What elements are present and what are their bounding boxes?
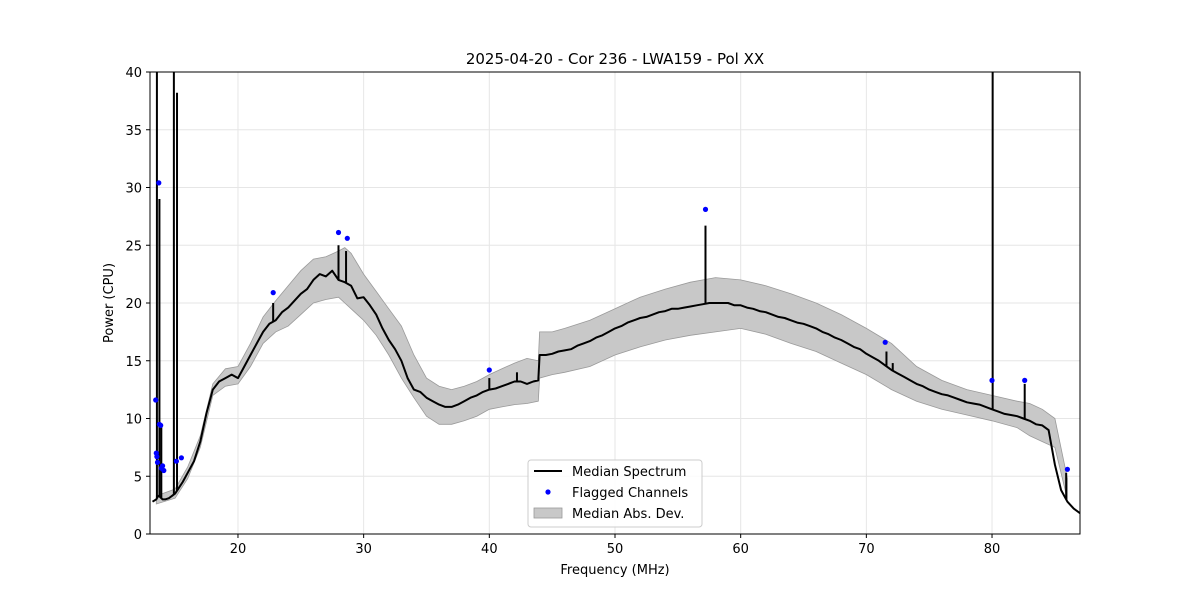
y-axis-label: Power (CPU) [102, 263, 117, 343]
flagged-channel-point [882, 339, 888, 345]
y-axis-ticks: 0 5 10 15 20 25 30 35 40 [125, 66, 150, 543]
median-spectrum-layer [151, 72, 1081, 515]
flagged-channel-point [486, 367, 492, 373]
flagged-channels-layer [153, 180, 1070, 474]
x-tick-label: 30 [355, 542, 372, 557]
legend-median-label: Median Spectrum [572, 465, 686, 480]
y-tick-label: 10 [125, 413, 142, 428]
chart-title: 2025-04-20 - Cor 236 - LWA159 - Pol XX [466, 50, 764, 68]
y-tick-label: 20 [125, 297, 142, 312]
x-tick-label: 20 [230, 542, 247, 557]
legend: Median Spectrum Flagged Channels Median … [527, 459, 703, 528]
x-tick-label: 40 [481, 542, 498, 557]
flagged-channel-point [989, 377, 995, 383]
legend-mad-label: Median Abs. Dev. [572, 507, 684, 522]
flagged-channel-point [173, 458, 179, 464]
legend-mad-swatch [533, 507, 563, 519]
x-tick-label: 70 [858, 542, 875, 557]
flagged-channel-point [270, 290, 276, 296]
y-tick-label: 15 [125, 355, 142, 370]
y-tick-label: 25 [125, 239, 142, 254]
flagged-channel-point [160, 463, 166, 469]
median-spectrum-line [151, 269, 1081, 515]
y-tick-label: 40 [125, 66, 142, 81]
y-tick-label: 0 [134, 528, 142, 543]
y-tick-label: 5 [134, 470, 142, 485]
legend-flagged-swatch [545, 489, 551, 495]
flagged-channel-point [335, 229, 342, 236]
x-axis-label: Frequency (MHz) [560, 563, 669, 578]
flagged-channel-point [158, 422, 164, 428]
flagged-channel-point [154, 454, 160, 460]
legend-box [527, 459, 703, 528]
y-tick-label: 30 [125, 182, 142, 197]
x-tick-label: 50 [607, 542, 624, 557]
flagged-channel-point [344, 235, 350, 241]
flagged-channel-point [154, 459, 161, 465]
flagged-channel-point [702, 206, 709, 212]
x-tick-label: 80 [984, 542, 1001, 557]
flagged-channel-point [156, 180, 162, 186]
mad-band [155, 247, 1068, 505]
flagged-channel-point [178, 455, 184, 461]
flagged-channel-point [161, 467, 167, 474]
y-tick-label: 35 [125, 124, 142, 139]
flagged-channel-point [1022, 377, 1028, 383]
legend-flagged-label: Flagged Channels [572, 486, 688, 501]
x-axis-ticks: 20 30 40 50 60 70 80 [230, 534, 1001, 557]
flagged-channel-point [153, 397, 159, 403]
flagged-channel-point [1064, 466, 1070, 472]
x-tick-label: 60 [732, 542, 749, 557]
mad-band-layer [155, 247, 1068, 505]
